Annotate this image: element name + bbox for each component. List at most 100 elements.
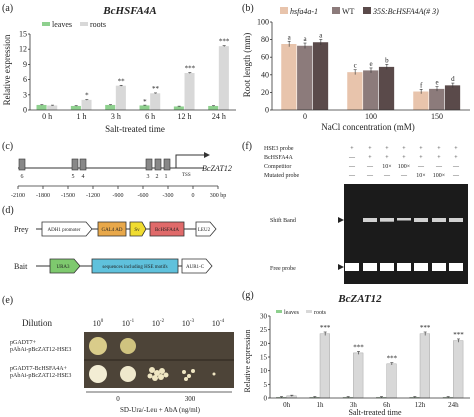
legend-label-roots: roots: [314, 310, 327, 316]
colony: [184, 377, 188, 381]
y-axis-label: Relative expression: [2, 34, 12, 105]
x-tick-label: 100: [365, 112, 377, 121]
dilution-headers: 100 10-1 10-2 10-3 10-4: [93, 319, 225, 328]
colonies: [89, 337, 216, 383]
x-tick-label: 3h: [350, 401, 358, 409]
y-tick-label: 20: [260, 340, 268, 348]
y-ticks: 0 20 40 60 80 100: [257, 18, 273, 115]
panel-label-a: (a): [2, 3, 13, 14]
lane-sign: +: [419, 155, 423, 161]
lane-sign: 100×: [398, 164, 410, 170]
lane-sign: —: [383, 173, 391, 179]
axis-tick-label: -600: [138, 193, 149, 199]
bar: [115, 85, 126, 110]
dilution-header: 100: [93, 319, 104, 328]
colony: [89, 365, 107, 383]
prey-label: Prey: [14, 225, 29, 234]
x-axis-label: NaCl concentration (mM): [321, 122, 414, 132]
shift-band: [397, 218, 411, 221]
sig-letter: a: [303, 35, 307, 43]
sig-letter: e: [369, 60, 372, 68]
panel-label-d: (d): [2, 205, 14, 216]
row1-line1: pGADT7+: [10, 340, 37, 346]
y-axis-label: Relative expression: [243, 330, 252, 393]
bar: [81, 99, 92, 110]
bar: [429, 88, 445, 110]
legend: hsfa4a-1 WT 35S:BcHSFA4A(# 3): [280, 7, 439, 16]
legend-swatch-leaves: [42, 22, 50, 26]
legend: leaves roots: [276, 310, 327, 316]
hse-box: [145, 158, 153, 171]
row1-line2: pAbAi-pBcZAT12-HSE3: [10, 347, 71, 353]
lane-sign: —: [348, 164, 356, 170]
lane-sign: +: [402, 146, 406, 152]
panel-label-g: (g): [242, 290, 254, 301]
gene-label: BcZAT12: [202, 164, 232, 173]
axis-tick-label: 300 bp: [210, 193, 227, 199]
panel-label-b: (b): [242, 3, 254, 14]
legend-label-leaves: leaves: [52, 20, 72, 29]
lane-sign: +: [368, 146, 372, 152]
panel-label-f: (f): [242, 141, 252, 152]
sig-mark: *: [143, 98, 147, 106]
hsf-box: [149, 221, 185, 237]
dilution-header: 10-2: [152, 319, 165, 328]
x-ticks: 0h 1h 3h 6h 12h 24h: [270, 397, 470, 409]
row-label-probe: HSE3 probe: [264, 146, 294, 152]
hse-box: [71, 158, 79, 171]
panel-label-c: (c): [2, 141, 13, 152]
legend-swatch-ox: [363, 7, 371, 14]
tss-arrowhead: [204, 152, 210, 158]
sig-letter: d: [451, 75, 455, 83]
axis-tick-label: -1800: [36, 193, 50, 199]
sig-annotation: **: [152, 85, 160, 93]
x-tick-label: 1 h: [77, 112, 87, 121]
colony: [182, 370, 186, 374]
lane-sign: +: [368, 155, 372, 161]
bar: [386, 363, 397, 399]
colony: [187, 374, 191, 378]
sig-annotation: **: [118, 77, 126, 85]
lane-sign: +: [385, 155, 389, 161]
free-probe-band: [345, 263, 359, 271]
legend-label-ox: 35S:BcHSFA4A(# 3): [372, 7, 439, 16]
row2-line1: pGADT7-BcHSFA4A+: [10, 366, 68, 372]
sig-annotation: ***: [353, 343, 364, 351]
dilution-exponent: -2: [160, 319, 165, 324]
shift-band-arrow: [338, 217, 344, 223]
lane-signs: + + + + + + + — + + + + + + — — 10× 100× — — — — — — — 10× 100× —: [348, 146, 460, 179]
bars: a a a c e b f e d: [281, 31, 461, 111]
hse-box-label: 5: [72, 174, 75, 180]
legend-label-mutant: hsfa4a-1: [290, 7, 318, 16]
y-ticks: 0 5 10 15 20 25 30: [260, 313, 271, 403]
leu2-box: [195, 221, 217, 237]
bar: [419, 333, 430, 399]
lane-sign: —: [348, 155, 356, 161]
leu2-label: LEU2: [198, 228, 211, 233]
chart-title: BcZAT12: [337, 293, 382, 305]
bar: [413, 91, 429, 110]
panel-g-chart: (g) BcZAT12 leaves roots Relative expres…: [242, 290, 470, 417]
shift-band: [380, 218, 394, 222]
legend-swatch-wt: [332, 7, 340, 14]
legend: leaves roots: [42, 20, 106, 29]
e-x-label: SD-Ura/-Leu + AbA (ng/ml): [120, 406, 201, 414]
sig-annotation: ***: [387, 355, 398, 363]
bait-label: Bait: [14, 262, 28, 271]
bar: [105, 104, 116, 110]
y-tick-label: 12: [19, 45, 27, 54]
panel-label-e: (e): [2, 295, 13, 306]
colony: [154, 370, 160, 376]
bar: [353, 352, 364, 399]
lane-sign: —: [435, 164, 443, 170]
hse-box-label: 2: [156, 174, 159, 180]
x-tick-label: 6h: [383, 401, 391, 409]
y-tick-label: 0: [264, 395, 268, 403]
hse-seq-label: sequences including HSE motifs: [102, 265, 167, 270]
bar: [47, 105, 58, 110]
shift-band: [414, 218, 428, 222]
gal4-ad-box: [97, 221, 127, 237]
colony: [163, 372, 169, 378]
dilution-label: Dilution: [22, 318, 53, 328]
shift-band-label: Shift Band: [270, 217, 296, 224]
